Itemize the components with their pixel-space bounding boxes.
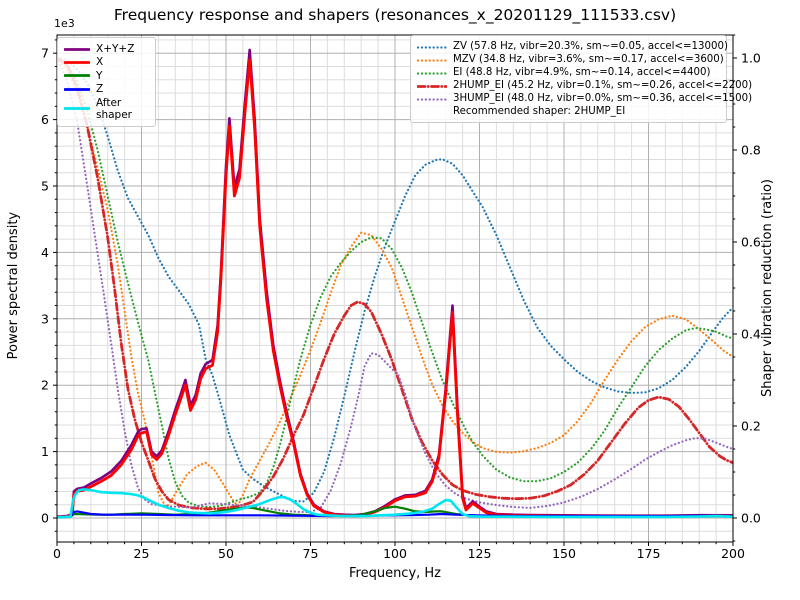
series-shaper-3hump-ei (57, 56, 733, 514)
dotted-line-sample (417, 45, 447, 49)
svg-text:3: 3 (41, 311, 49, 326)
svg-text:4: 4 (41, 245, 49, 260)
legend-entry: ZV (57.8 Hz, vibr=20.3%, sm~=0.05, accel… (417, 41, 728, 53)
axis-ticks (53, 34, 737, 546)
dotted-line-sample (417, 58, 447, 62)
svg-text:0: 0 (41, 511, 49, 526)
legend-entry: 2HUMP_EI (45.2 Hz, vibr=0.1%, sm~=0.26, … (417, 80, 752, 92)
legend-entry-label: MZV (34.8 Hz, vibr=3.6%, sm~=0.17, accel… (453, 54, 724, 66)
solid-line-sample (64, 107, 90, 111)
svg-text:5: 5 (41, 179, 49, 194)
svg-text:75: 75 (303, 546, 319, 561)
svg-text:1: 1 (41, 444, 49, 459)
svg-text:0.8: 0.8 (741, 143, 761, 158)
legend-note: Recommended shaper: 2HUMP_EI (453, 106, 626, 118)
legend-entry: EI (48.8 Hz, vibr=4.9%, sm~=0.14, accel<… (417, 67, 719, 79)
legend-entry: X+Y+Z (64, 43, 148, 55)
svg-text:100: 100 (383, 546, 407, 561)
dotted-line-sample (417, 71, 447, 75)
svg-text:0.6: 0.6 (741, 235, 761, 250)
legend-entry: After shaper (64, 97, 148, 122)
svg-text:0.0: 0.0 (741, 511, 761, 526)
legend-shapers: ZV (57.8 Hz, vibr=20.3%, sm~=0.05, accel… (410, 35, 752, 124)
legend-entry-label: 2HUMP_EI (45.2 Hz, vibr=0.1%, sm~=0.26, … (453, 80, 753, 92)
legend-entry-label: After shaper (96, 96, 133, 121)
legend-entry-label: X (96, 56, 104, 69)
svg-text:2: 2 (41, 378, 49, 393)
series-shaper-2hump-ei (57, 56, 733, 511)
legend-entry: Y (64, 70, 148, 82)
legend-entry-label: EI (48.8 Hz, vibr=4.9%, sm~=0.14, accel<… (453, 67, 711, 79)
svg-text:25: 25 (134, 546, 150, 561)
legend-entry: MZV (34.8 Hz, vibr=3.6%, sm~=0.17, accel… (417, 54, 724, 66)
svg-text:150: 150 (552, 546, 576, 561)
svg-text:6: 6 (41, 112, 49, 127)
series-shaper-mzv (57, 56, 733, 509)
chart-title: Frequency response and shapers (resonanc… (113, 6, 677, 24)
solid-line-sample (64, 47, 90, 51)
svg-text:1.0: 1.0 (741, 51, 761, 66)
y-axis-right-label: Shaper vibration reduction (ratio) (760, 179, 775, 397)
svg-text:175: 175 (637, 546, 661, 561)
legend-entry-label: ZV (57.8 Hz, vibr=20.3%, sm~=0.05, accel… (453, 41, 728, 52)
solid-line-sample (64, 87, 90, 91)
series-psd-x (57, 58, 733, 519)
svg-text:50: 50 (218, 546, 234, 561)
svg-text:0.2: 0.2 (741, 419, 761, 434)
legend-entry-label: Z (96, 83, 104, 96)
legend-entry-label: X+Y+Z (96, 43, 135, 55)
series-psd-after-shaper (57, 488, 733, 519)
svg-text:0: 0 (53, 546, 61, 561)
legend-entry: Z (64, 83, 148, 95)
x-axis-label: Frequency, Hz (349, 566, 441, 581)
legend-entry-label: 3HUMP_EI (48.0 Hz, vibr=0.0%, sm~=0.36, … (453, 93, 753, 105)
legend-entry-label: Y (96, 69, 103, 82)
series-shaper-zv (57, 56, 733, 503)
svg-text:7: 7 (41, 46, 49, 61)
solid-line-sample (64, 61, 90, 64)
svg-text:125: 125 (468, 546, 492, 561)
series-shaper-ei (57, 56, 733, 509)
solid-line-sample (64, 74, 90, 78)
y-axis-offset-label: 1e3 (54, 17, 75, 30)
legend-entry: X (64, 56, 148, 68)
dotted-line-sample (417, 98, 447, 101)
legend-psd: X+Y+Z X Y Z After shaper (57, 37, 156, 128)
legend-entry: 3HUMP_EI (48.0 Hz, vibr=0.0%, sm~=0.36, … (417, 93, 752, 105)
axis-tick-labels: 0 25 50 75 100 125 150 175 200 0 1 2 3 4 5 6 7 0.0 0.2 0.4 0… (41, 46, 761, 561)
svg-text:200: 200 (721, 546, 745, 561)
svg-text:0.4: 0.4 (741, 327, 761, 342)
y-axis-left-label: Power spectral density (6, 212, 21, 360)
dashdot-line-sample (417, 84, 447, 88)
